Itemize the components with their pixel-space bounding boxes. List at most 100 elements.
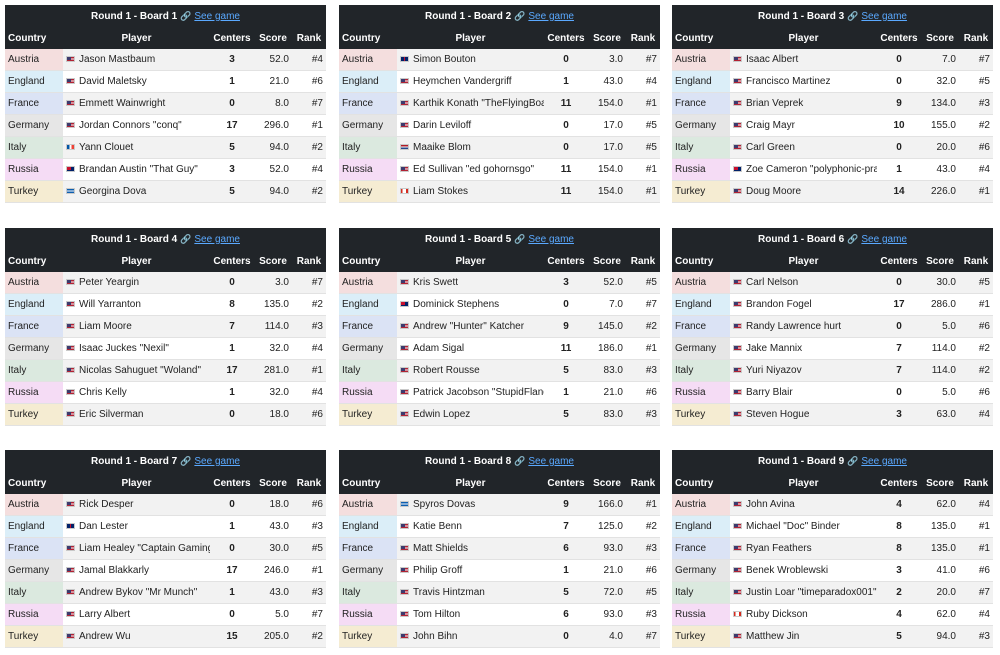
table-row: France Karthik Konath "TheFlyingBoat" 11 15… [339,92,660,115]
country-cell: Turkey [672,403,730,426]
rank-cell: #4 [959,494,993,516]
player-cell: Matt Shields [397,537,544,560]
player-name: John Bihn [413,630,458,642]
centers-cell: 5 [210,136,254,159]
score-cell: 125.0 [588,515,626,538]
see-game-link[interactable]: See game [861,233,907,245]
score-cell: 72.0 [588,581,626,604]
country-cell: Turkey [5,403,63,426]
see-game-link[interactable]: See game [861,10,907,22]
see-game-link[interactable]: See game [194,233,240,245]
see-game-link[interactable]: See game [528,455,574,467]
rank-cell: #5 [959,272,993,294]
player-cell: Isaac Albert [730,49,877,71]
flag-icon [400,323,409,330]
country-cell: Italy [339,136,397,159]
table-row: Austria Spyros Dovas 9 166.0 #1 [339,494,660,516]
player-cell: John Bihn [397,625,544,648]
score-cell: 21.0 [254,70,292,93]
player-name: Peter Yeargin [79,276,140,288]
board-title: Round 1 - Board 7 [91,455,178,467]
rank-cell: #5 [626,114,660,137]
col-header-score: Score [921,250,959,272]
flag-icon [733,78,742,85]
country-cell: Germany [672,337,730,360]
centers-cell: 1 [544,70,588,93]
score-cell: 32.0 [254,337,292,360]
table-row: Italy Nicolas Sahuguet "Woland" 17 281.0 #1 [5,359,326,382]
score-cell: 93.0 [588,603,626,626]
country-cell: Germany [672,559,730,582]
flag-icon [400,611,409,618]
rank-cell: #3 [626,537,660,560]
table-row: Italy Yuri Niyazov 7 114.0 #2 [672,359,993,382]
see-game-link[interactable]: See game [861,455,907,467]
score-cell: 186.0 [588,337,626,360]
link-icon: 🔗 [180,455,192,466]
player-name: Ryan Feathers [746,542,812,554]
player-name: Spyros Dovas [413,498,476,510]
rank-cell: #5 [959,70,993,93]
score-cell: 18.0 [254,403,292,426]
player-name: Eric Silverman [79,408,144,420]
country-cell: Germany [5,337,63,360]
player-cell: Eric Silverman [63,403,210,426]
centers-cell: 5 [877,625,921,648]
flag-icon [66,389,75,396]
country-cell: England [672,293,730,316]
centers-cell: 15 [210,625,254,648]
centers-cell: 7 [210,315,254,338]
country-cell: France [672,537,730,560]
see-game-link[interactable]: See game [528,233,574,245]
col-header-country: Country [5,27,63,49]
flag-icon [733,367,742,374]
see-game-link[interactable]: See game [194,10,240,22]
score-cell: 135.0 [921,537,959,560]
table-row: Austria Jason Mastbaum 3 52.0 #4 [5,49,326,71]
flag-icon [66,345,75,352]
results-table: Country Player Centers Score Rank Austria… [5,27,326,203]
table-row: England Francisco Martinez 0 32.0 #5 [672,70,993,93]
rank-cell: #1 [626,337,660,360]
header-row: Country Player Centers Score Rank [5,250,326,272]
country-cell: Russia [672,158,730,181]
col-header-score: Score [588,472,626,494]
player-cell: Yuri Niyazov [730,359,877,382]
rank-cell: #7 [292,92,326,115]
score-cell: 93.0 [588,537,626,560]
rank-cell: #1 [626,494,660,516]
country-cell: Italy [5,359,63,382]
player-cell: Yann Clouet [63,136,210,159]
see-game-link[interactable]: See game [528,10,574,22]
flag-icon [66,545,75,552]
player-cell: Liam Stokes [397,180,544,203]
board-title-bar: Round 1 - Board 9 🔗 See game [672,450,993,472]
centers-cell: 4 [877,603,921,626]
player-cell: Andrew "Hunter" Katcher [397,315,544,338]
rank-cell: #4 [292,381,326,404]
col-header-centers: Centers [544,472,588,494]
table-row: France Ryan Feathers 8 135.0 #1 [672,537,993,560]
centers-cell: 7 [877,337,921,360]
link-icon: 🔗 [847,455,859,466]
table-row: England Katie Benn 7 125.0 #2 [339,515,660,538]
player-name: Rick Desper [79,498,134,510]
rank-cell: #6 [292,403,326,426]
flag-icon [733,411,742,418]
board-title-bar: Round 1 - Board 3 🔗 See game [672,5,993,27]
country-cell: Italy [5,581,63,604]
player-name: Yann Clouet [79,141,134,153]
header-row: Country Player Centers Score Rank [339,250,660,272]
player-cell: Steven Hogue [730,403,877,426]
rank-cell: #5 [626,136,660,159]
header-row: Country Player Centers Score Rank [5,472,326,494]
centers-cell: 1 [210,515,254,538]
see-game-link[interactable]: See game [194,455,240,467]
player-cell: Maaike Blom [397,136,544,159]
centers-cell: 8 [877,537,921,560]
header-row: Country Player Centers Score Rank [672,27,993,49]
player-name: Brandon Fogel [746,298,812,310]
centers-cell: 1 [877,158,921,181]
centers-cell: 0 [544,625,588,648]
table-row: Turkey John Bihn 0 4.0 #7 [339,625,660,648]
